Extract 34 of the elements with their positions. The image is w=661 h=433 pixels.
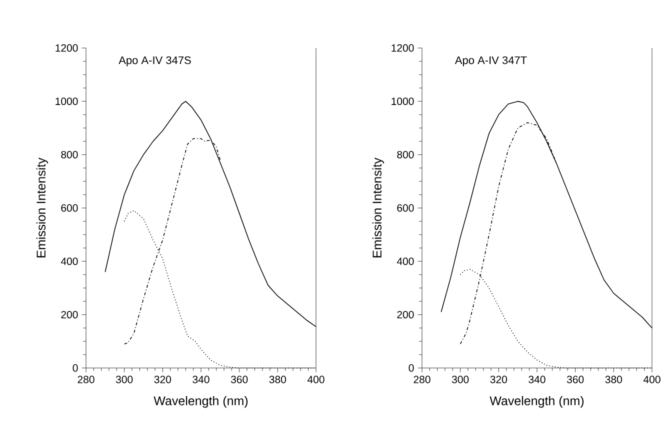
y-tick-label: 200 xyxy=(61,310,78,318)
y-tick-label: 0 xyxy=(408,364,414,372)
y-tick-label: 0 xyxy=(72,364,78,372)
x-tick-label: 320 xyxy=(490,376,508,384)
x-tick-label: 360 xyxy=(230,376,248,384)
y-tick-label: 400 xyxy=(396,258,414,266)
y-tick-label: 600 xyxy=(397,204,414,212)
y-tick-label: 400 xyxy=(60,258,78,266)
x-tick-label: 400 xyxy=(307,376,324,384)
y-tick-label: 800 xyxy=(61,150,78,158)
y-tick-label: 1200 xyxy=(392,44,414,52)
y-tick-label: 200 xyxy=(397,310,414,318)
x-tick-label: 300 xyxy=(452,376,469,384)
x-tick-label: 300 xyxy=(116,376,133,384)
x-axis-title: Wavelength (nm) xyxy=(490,396,584,408)
x-tick-label: 280 xyxy=(414,376,430,384)
x-tick-label: 320 xyxy=(154,376,172,384)
x-tick-label: 380 xyxy=(269,376,286,384)
x-tick-label: 360 xyxy=(566,376,584,384)
x-tick-label: 280 xyxy=(78,376,94,384)
x-tick-label: 400 xyxy=(643,376,660,384)
text: Apo A-IV 347S xyxy=(118,56,191,66)
y-tick-label: 1000 xyxy=(56,98,78,106)
y-axis-title: Emission Intensity xyxy=(372,158,384,258)
text: Apo A-IV 347T xyxy=(454,56,527,66)
y-tick-label: 600 xyxy=(61,204,78,212)
y-tick-label: 800 xyxy=(397,150,414,158)
y-tick-label: 1000 xyxy=(392,98,414,106)
y-axis-title: Emission Intensity xyxy=(36,158,48,258)
x-tick-label: 380 xyxy=(605,376,622,384)
x-tick-label: 340 xyxy=(528,376,546,384)
x-axis-title: Wavelength (nm) xyxy=(154,396,248,408)
y-tick-label: 1200 xyxy=(56,44,78,52)
x-tick-label: 340 xyxy=(192,376,210,384)
